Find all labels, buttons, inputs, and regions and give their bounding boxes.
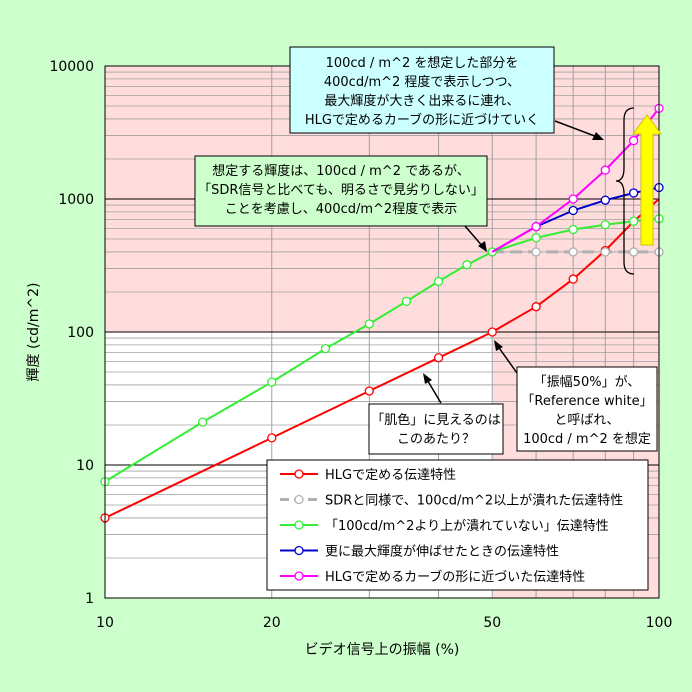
svg-text:最大輝度が大きく出来るに連れ、: 最大輝度が大きく出来るに連れ、 [324,93,519,109]
data-point [600,165,610,175]
annotation-4-leader [425,377,442,404]
series-line [491,107,660,253]
annotation-3-leader [496,344,518,374]
legend-marker [294,571,304,581]
data-point [568,247,578,257]
data-point [568,194,578,204]
legend-marker [294,469,304,479]
data-point [531,221,541,232]
legend-marker [294,520,304,530]
data-point [531,233,541,243]
svg-text:「Reference white」: 「Reference white」 [521,394,652,409]
data-point [267,433,277,443]
y-tick-label: 1000 [58,192,94,208]
data-point [364,319,374,329]
x-tick-label: 100 [646,615,673,631]
y-tick-label: 1 [85,591,94,607]
y-axis-label: 輝度 (cd/m^2) [26,283,42,382]
data-point [320,343,331,354]
legend-label: HLGで定めるカーブの形に近づいた伝達特性 [325,569,585,585]
x-tick-label: 50 [483,615,501,631]
legend-marker [294,545,304,556]
up-arrow-icon [632,114,662,246]
annotation-1-arrowhead [592,132,604,140]
data-point [267,377,277,387]
svg-text:HLGで定めるカーブの形に近づけていく: HLGで定めるカーブの形に近づけていく [305,112,539,128]
legend: HLGで定める伝達特性 SDRと同様で、100cd/m^2以上が潰れた伝達特性「1… [266,459,649,591]
svg-text:このあたり？: このあたり？ [397,432,475,447]
legend-marker [294,494,304,505]
legend-label: SDRと同様で、100cd/m^2以上が潰れた伝達特性 [325,494,623,509]
series-group [100,103,664,523]
annotation-1-leader [554,120,601,139]
data-point [433,276,444,287]
data-point [531,302,541,312]
legend-label: HLGで定める伝達特性 [325,468,456,483]
series-1 [487,247,664,257]
svg-text:と呼ばれ、: と呼ばれ、 [554,413,619,428]
x-tick-label: 20 [263,615,281,631]
data-point [600,220,610,230]
y-tick-label: 10 [76,458,94,474]
annotation-2-arrowhead [478,241,487,252]
svg-text:「振幅50%」が、: 「振幅50%」が、 [534,375,641,390]
series-line [104,217,660,483]
annotation-reference-white-note: 「振幅50%」が、 「Reference white」 と呼ばれ、 100cd … [516,366,658,452]
data-point [568,205,578,216]
data-point [629,135,639,146]
data-point [568,274,578,284]
legend-label: 更に最大輝度が伸ばせたときの伝達特性 [325,544,559,560]
annotation-3-arrowhead [494,340,503,351]
data-point [600,247,610,257]
data-point [364,386,374,396]
data-point [600,195,610,205]
svg-text:想定する輝度は、100cd / m^2 であるが、: 想定する輝度は、100cd / m^2 であるが、 [212,163,469,179]
legend-label: 「100cd/m^2より上が潰れていない」伝達特性 [325,519,609,534]
svg-text:100cd / m^2 を想定: 100cd / m^2 を想定 [523,431,651,447]
data-point [462,260,472,270]
data-point [401,296,412,307]
x-axis-label: ビデオ信号上の振幅 (%) [305,641,460,658]
annotation-400cd-note: 想定する輝度は、100cd / m^2 であるが、 「SDR信号と比べても、明る… [194,155,488,227]
svg-text:ことを考慮し、400cd/m^2程度で表示: ことを考慮し、400cd/m^2程度で表示 [225,201,457,217]
data-point [531,247,541,257]
data-point [568,224,578,235]
data-point [433,353,444,363]
annotation-brace-note: 100cd / m^2 を想定した部分を 400cd/m^2 程度で表示しつつ、… [289,46,555,134]
series-line [104,198,660,519]
y-tick-label: 100 [67,325,94,341]
x-tick-label: 10 [96,615,114,631]
data-point [629,247,639,257]
data-point [629,216,639,226]
data-point [487,327,497,337]
annotation-skin-tone-note: 「肌色」に見えるのは このあたり？ [368,403,504,455]
data-point [197,417,208,427]
curly-brace-icon [615,107,635,275]
svg-text:400cd/m^2 程度で表示しつつ、: 400cd/m^2 程度で表示しつつ、 [324,74,520,90]
svg-text:100cd / m^2 を想定した部分を: 100cd / m^2 を想定した部分を [326,55,519,71]
y-tick-label: 10000 [49,59,94,75]
svg-text:「肌色」に見えるのは: 「肌色」に見えるのは [371,412,501,428]
svg-text:「SDR信号と比べても、明るさで見劣りしない」: 「SDR信号と比べても、明るさで見劣りしない」 [198,183,484,198]
annotation-4-arrowhead [423,373,432,384]
data-point [629,188,639,198]
